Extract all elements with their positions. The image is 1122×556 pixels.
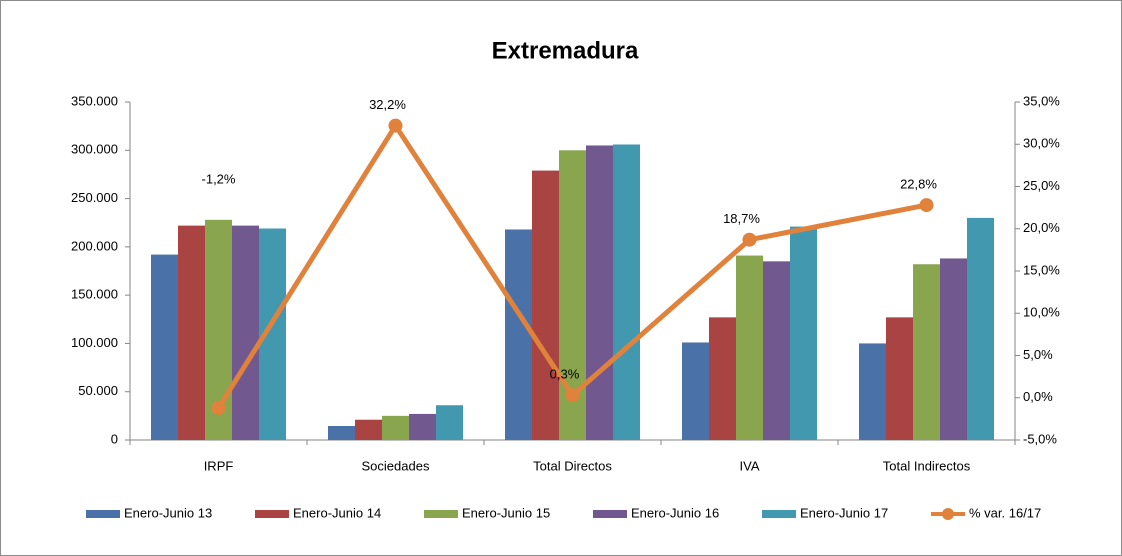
y-tick-label: 350.000 [71, 93, 118, 108]
y-tick-label: 200.000 [71, 238, 118, 253]
legend-swatch [255, 510, 289, 518]
legend-swatch [86, 510, 120, 518]
data-label: 22,8% [900, 177, 937, 192]
y-tick-label: 50.000 [78, 383, 118, 398]
bar [736, 255, 763, 440]
bar [859, 343, 886, 440]
line-point [919, 198, 934, 213]
bar [328, 425, 355, 440]
bar [586, 145, 613, 440]
legend-label: Enero-Junio 13 [124, 505, 212, 520]
y2-tick-label: 5,0% [1023, 347, 1053, 362]
legend-label: Enero-Junio 16 [631, 505, 719, 520]
bar [790, 226, 817, 440]
y-tick-label: 100.000 [71, 335, 118, 350]
data-label: 0,3% [550, 367, 580, 382]
bar [682, 342, 709, 440]
bar [709, 317, 736, 440]
legend-swatch [762, 510, 796, 518]
bar [355, 419, 382, 440]
x-tick-label: Sociedades [362, 458, 430, 473]
line-point [211, 400, 226, 415]
bar [613, 144, 640, 440]
y-tick-label: 250.000 [71, 190, 118, 205]
bar [913, 264, 940, 440]
data-label: -1,2% [202, 171, 236, 186]
y2-tick-label: 35,0% [1023, 93, 1060, 108]
legend-label: Enero-Junio 15 [462, 505, 550, 520]
bar [232, 225, 259, 440]
y2-tick-label: 25,0% [1023, 178, 1060, 193]
legend-label: Enero-Junio 17 [800, 505, 888, 520]
x-tick-label: IVA [740, 458, 760, 473]
line-point [742, 232, 757, 247]
y-tick-label: 150.000 [71, 287, 118, 302]
bar [532, 170, 559, 440]
bar [940, 258, 967, 440]
bar [382, 415, 409, 440]
legend-label: Enero-Junio 14 [293, 505, 381, 520]
y2-tick-label: -5,0% [1023, 431, 1057, 446]
line-point [388, 118, 403, 133]
bar [178, 225, 205, 440]
bar [967, 217, 994, 440]
bar [763, 261, 790, 440]
y-tick-label: 300.000 [71, 142, 118, 157]
y2-tick-label: 10,0% [1023, 305, 1060, 320]
x-tick-label: Total Indirectos [883, 458, 971, 473]
legend-label: % var. 16/17 [969, 505, 1041, 520]
y2-tick-label: 0,0% [1023, 389, 1053, 404]
y-tick-label: 0 [111, 431, 118, 446]
y2-tick-label: 20,0% [1023, 220, 1060, 235]
legend-swatch [424, 510, 458, 518]
bar [151, 254, 178, 440]
legend-swatch [593, 510, 627, 518]
data-label: 32,2% [369, 97, 406, 112]
x-tick-label: Total Directos [533, 458, 612, 473]
chart-title: Extremadura [492, 37, 639, 64]
bar [436, 405, 463, 440]
data-label: 18,7% [723, 211, 760, 226]
bar [409, 413, 436, 440]
x-tick-label: IRPF [204, 458, 234, 473]
legend-swatch [942, 508, 954, 520]
y2-tick-label: 30,0% [1023, 136, 1060, 151]
y2-tick-label: 15,0% [1023, 262, 1060, 277]
bar [505, 229, 532, 440]
line-point [565, 388, 580, 403]
bar [886, 317, 913, 440]
